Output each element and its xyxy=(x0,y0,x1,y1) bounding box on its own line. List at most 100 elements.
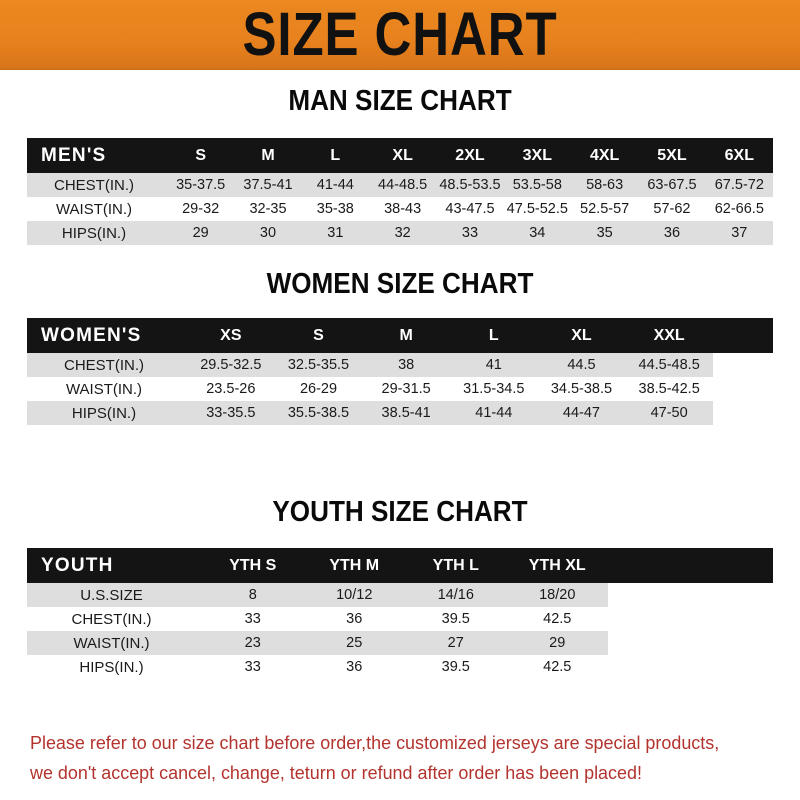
table-row: WAIST(IN.) 29-32 32-35 35-38 38-43 43-47… xyxy=(27,197,773,221)
table-cell: 41 xyxy=(485,357,502,373)
men-column-header-3xl: 3XL xyxy=(522,146,552,164)
men-column-header-4xl: 4XL xyxy=(589,146,620,164)
table-row: CHEST(IN.) 29.5-32.5 32.5-35.5 38 41 44.… xyxy=(27,353,773,377)
youth-section-title: YOUTH SIZE CHART xyxy=(272,496,528,528)
women-table-header: WOMEN'S XS S M L XL XXL xyxy=(27,318,773,353)
table-cell: 52.5-57 xyxy=(580,201,630,217)
table-cell: 31 xyxy=(327,225,344,241)
table-cell: 37.5-41 xyxy=(243,177,293,193)
table-cell: 67.5-72 xyxy=(714,177,764,193)
men-column-header-m: M xyxy=(261,146,275,164)
youth-header-label: YOUTH xyxy=(41,554,114,576)
table-cell: 32.5-35.5 xyxy=(287,357,350,373)
table-cell: 33 xyxy=(461,225,479,241)
table-cell: 10/12 xyxy=(336,587,373,603)
table-spacer xyxy=(608,607,773,631)
table-cell: 39.5 xyxy=(441,659,470,675)
table-cell: 44-48.5 xyxy=(378,177,428,193)
table-cell: 29.5-32.5 xyxy=(200,357,262,373)
man-section-title: MAN SIZE CHART xyxy=(288,85,512,117)
banner-title: SIZE CHART xyxy=(242,0,558,69)
table-cell: 35 xyxy=(596,225,613,241)
youth-column-header-s: YTH S xyxy=(229,556,277,574)
youth-row-label-waist: WAIST(IN.) xyxy=(73,634,150,652)
men-table-header: MEN'S S M L XL 2XL 3XL 4XL 5XL 6XL xyxy=(27,138,773,173)
table-cell: 29-31.5 xyxy=(381,381,431,397)
women-size-table: WOMEN'S XS S M L XL XXL CHEST(IN.) 29.5-… xyxy=(27,318,773,425)
women-section-title: WOMEN SIZE CHART xyxy=(266,268,534,300)
table-spacer xyxy=(608,583,773,607)
table-cell: 36 xyxy=(346,659,363,675)
page-banner: SIZE CHART xyxy=(0,0,800,70)
table-cell: 42.5 xyxy=(543,659,572,675)
table-header-row: WOMEN'S XS S M L XL XXL xyxy=(27,318,773,353)
table-cell: 30 xyxy=(259,225,277,241)
men-column-header-l: L xyxy=(330,146,341,164)
table-header-row: MEN'S S M L XL 2XL 3XL 4XL 5XL 6XL xyxy=(27,138,773,173)
table-row: CHEST(IN.) 35-37.5 37.5-41 41-44 44-48.5… xyxy=(27,173,773,197)
table-cell: 34 xyxy=(529,225,546,241)
table-cell: 18/20 xyxy=(539,587,576,603)
women-row-label-waist: WAIST(IN.) xyxy=(65,380,143,398)
table-cell: 29 xyxy=(192,225,209,241)
youth-table-header: YOUTH YTH S YTH M YTH L YTH XL xyxy=(27,548,773,583)
table-cell: 63-67.5 xyxy=(647,177,697,193)
table-cell: 47.5-52.5 xyxy=(506,201,568,217)
women-column-header-s: S xyxy=(313,326,324,344)
table-spacer xyxy=(713,401,773,425)
table-cell: 44.5 xyxy=(567,357,596,373)
table-cell: 34.5-38.5 xyxy=(550,381,613,397)
table-cell: 38.5-41 xyxy=(381,405,431,421)
men-row-label-hips: HIPS(IN.) xyxy=(61,224,127,242)
table-cell: 35.5-38.5 xyxy=(287,405,350,421)
table-row: HIPS(IN.) 33-35.5 35.5-38.5 38.5-41 41-4… xyxy=(27,401,773,425)
table-spacer xyxy=(713,353,773,377)
table-row: WAIST(IN.) 23 25 27 29 xyxy=(27,631,773,655)
table-cell: 14/16 xyxy=(437,587,474,603)
table-cell: 33 xyxy=(244,659,261,675)
table-cell: 38-43 xyxy=(384,201,422,217)
footer-disclaimer: Please refer to our size chart before or… xyxy=(30,728,753,788)
table-cell: 53.5-58 xyxy=(512,177,562,193)
table-cell: 58-63 xyxy=(586,177,624,193)
table-cell: 41-44 xyxy=(316,177,354,193)
men-column-header-s: S xyxy=(195,146,206,164)
men-column-header-6xl: 6XL xyxy=(724,146,754,164)
women-row-label-hips: HIPS(IN.) xyxy=(71,404,137,422)
table-cell: 47-50 xyxy=(650,405,688,421)
table-row: CHEST(IN.) 33 36 39.5 42.5 xyxy=(27,607,773,631)
youth-size-table: YOUTH YTH S YTH M YTH L YTH XL U.S.SIZE … xyxy=(27,548,773,679)
table-cell: 29 xyxy=(549,635,566,651)
youth-row-label-hips: HIPS(IN.) xyxy=(79,658,144,676)
table-cell: 33 xyxy=(244,611,261,627)
men-table-body: CHEST(IN.) 35-37.5 37.5-41 41-44 44-48.5… xyxy=(27,173,773,245)
youth-table-body: U.S.SIZE 8 10/12 14/16 18/20 CHEST(IN.) … xyxy=(27,583,773,679)
youth-row-label-chest: CHEST(IN.) xyxy=(71,610,152,628)
table-spacer xyxy=(608,548,773,583)
men-row-label-waist: WAIST(IN.) xyxy=(55,200,133,218)
table-spacer xyxy=(608,655,773,679)
table-cell: 36 xyxy=(663,225,681,241)
table-header-row: YOUTH YTH S YTH M YTH L YTH XL xyxy=(27,548,773,583)
table-cell: 38 xyxy=(398,357,415,373)
table-cell: 33-35.5 xyxy=(206,405,256,421)
table-spacer xyxy=(608,631,773,655)
table-cell: 38.5-42.5 xyxy=(638,381,700,397)
table-cell: 37 xyxy=(731,225,748,241)
table-cell: 57-62 xyxy=(653,201,691,217)
women-row-label-chest: CHEST(IN.) xyxy=(64,356,144,374)
table-cell: 29-32 xyxy=(182,201,220,217)
table-cell: 36 xyxy=(346,611,363,627)
table-cell: 39.5 xyxy=(441,611,470,627)
table-row: HIPS(IN.) 29 30 31 32 33 34 35 36 37 xyxy=(27,221,773,245)
men-row-label-chest: CHEST(IN.) xyxy=(54,176,134,194)
men-size-table: MEN'S S M L XL 2XL 3XL 4XL 5XL 6XL CHEST… xyxy=(27,138,773,245)
table-cell: 43-47.5 xyxy=(445,201,495,217)
table-cell: 32-35 xyxy=(249,201,287,217)
table-cell: 27 xyxy=(447,635,464,651)
table-cell: 35-37.5 xyxy=(176,177,226,193)
women-column-header-m: M xyxy=(399,326,413,344)
table-cell: 25 xyxy=(346,635,363,651)
table-cell: 44.5-48.5 xyxy=(638,357,700,373)
